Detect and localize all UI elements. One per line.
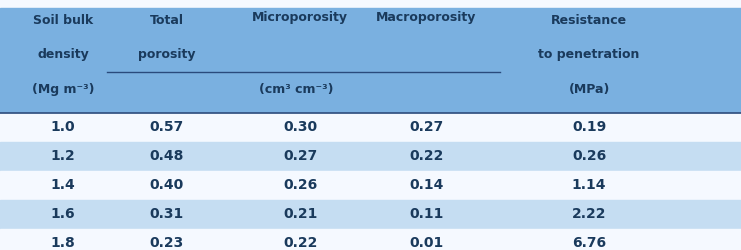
Text: Macroporosity: Macroporosity [376,11,476,24]
Bar [0,228,741,250]
Text: 0.19: 0.19 [572,120,606,134]
Text: 0.31: 0.31 [150,207,184,221]
Text: 0.57: 0.57 [150,120,184,134]
Text: 0.40: 0.40 [150,178,184,192]
Text: 0.01: 0.01 [409,236,443,250]
Text: 1.4: 1.4 [50,178,76,192]
Text: 0.23: 0.23 [150,236,184,250]
Bar [0,170,741,200]
Text: Microporosity: Microporosity [252,11,348,24]
Text: porosity: porosity [138,48,196,61]
Text: 0.22: 0.22 [409,149,443,163]
Text: 1.8: 1.8 [50,236,76,250]
Text: 0.27: 0.27 [283,149,317,163]
Text: 0.14: 0.14 [409,178,443,192]
Text: 0.22: 0.22 [283,236,317,250]
Bar [0,142,741,171]
Text: 0.26: 0.26 [283,178,317,192]
Text: to penetration: to penetration [539,48,639,61]
Text: (MPa): (MPa) [568,83,610,96]
Text: density: density [37,48,89,61]
Text: 1.6: 1.6 [50,207,76,221]
Text: 0.30: 0.30 [283,120,317,134]
Text: 6.76: 6.76 [572,236,606,250]
Bar [0,8,741,113]
Text: (cm³ cm⁻³): (cm³ cm⁻³) [259,83,333,96]
Text: (Mg m⁻³): (Mg m⁻³) [32,83,94,96]
Text: Soil bulk: Soil bulk [33,14,93,26]
Bar [0,200,741,228]
Bar [0,112,741,142]
Text: 0.21: 0.21 [283,207,317,221]
Text: 1.0: 1.0 [50,120,76,134]
Text: Total: Total [150,14,184,26]
Text: 1.14: 1.14 [572,178,606,192]
Text: 0.11: 0.11 [409,207,443,221]
Text: 0.26: 0.26 [572,149,606,163]
Text: 0.48: 0.48 [150,149,184,163]
Text: 0.27: 0.27 [409,120,443,134]
Text: Resistance: Resistance [551,14,627,26]
Text: 2.22: 2.22 [572,207,606,221]
Text: 1.2: 1.2 [50,149,76,163]
